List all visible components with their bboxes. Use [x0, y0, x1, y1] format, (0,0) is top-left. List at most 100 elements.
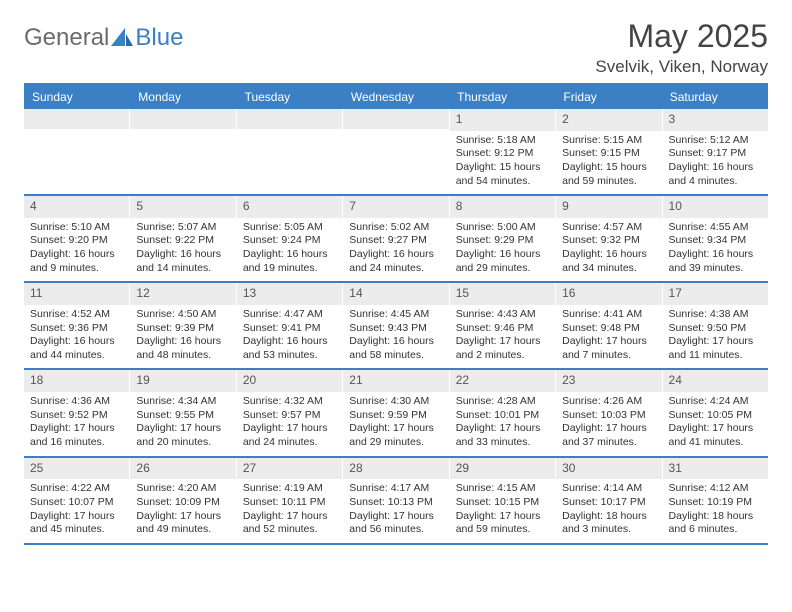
day-body: Sunrise: 4:36 AMSunset: 9:52 PMDaylight:… — [24, 392, 129, 456]
day-line: and 7 minutes. — [562, 349, 655, 363]
day-body: Sunrise: 4:12 AMSunset: 10:19 PMDaylight… — [663, 479, 768, 543]
day-number: 9 — [556, 196, 661, 218]
day-line: Daylight: 17 hours — [349, 422, 442, 436]
day-body: Sunrise: 4:52 AMSunset: 9:36 PMDaylight:… — [24, 305, 129, 369]
day-line: and 33 minutes. — [456, 436, 549, 450]
weekday-row: Sunday Monday Tuesday Wednesday Thursday… — [24, 85, 768, 109]
calendar-day: 14Sunrise: 4:45 AMSunset: 9:43 PMDayligh… — [343, 283, 449, 368]
day-number: 7 — [343, 196, 448, 218]
day-line: Sunrise: 4:43 AM — [456, 308, 549, 322]
day-line: and 53 minutes. — [243, 349, 336, 363]
day-body: Sunrise: 4:26 AMSunset: 10:03 PMDaylight… — [556, 392, 661, 456]
day-line: Sunset: 10:09 PM — [136, 496, 229, 510]
calendar-week: 4Sunrise: 5:10 AMSunset: 9:20 PMDaylight… — [24, 196, 768, 283]
day-line: Daylight: 17 hours — [562, 422, 655, 436]
day-line: Daylight: 16 hours — [30, 248, 123, 262]
calendar-day: 5Sunrise: 5:07 AMSunset: 9:22 PMDaylight… — [130, 196, 236, 281]
day-body: Sunrise: 4:47 AMSunset: 9:41 PMDaylight:… — [237, 305, 342, 369]
calendar-day: 7Sunrise: 5:02 AMSunset: 9:27 PMDaylight… — [343, 196, 449, 281]
day-line: Sunset: 9:27 PM — [349, 234, 442, 248]
day-line: Sunset: 10:03 PM — [562, 409, 655, 423]
day-line: Sunrise: 4:52 AM — [30, 308, 123, 322]
day-line: Sunset: 9:32 PM — [562, 234, 655, 248]
day-number: 5 — [130, 196, 235, 218]
calendar-day: 24Sunrise: 4:24 AMSunset: 10:05 PMDaylig… — [663, 370, 768, 455]
day-line: Sunrise: 4:47 AM — [243, 308, 336, 322]
calendar-day — [237, 109, 343, 194]
day-number: 27 — [237, 458, 342, 480]
day-number: 21 — [343, 370, 448, 392]
logo-text-main: General — [24, 24, 109, 52]
calendar-day: 16Sunrise: 4:41 AMSunset: 9:48 PMDayligh… — [556, 283, 662, 368]
day-line: and 16 minutes. — [30, 436, 123, 450]
day-number: 6 — [237, 196, 342, 218]
calendar-day: 26Sunrise: 4:20 AMSunset: 10:09 PMDaylig… — [130, 458, 236, 543]
day-line: Sunset: 10:17 PM — [562, 496, 655, 510]
day-number — [130, 109, 235, 129]
day-line: Sunset: 9:46 PM — [456, 322, 549, 336]
calendar-day: 3Sunrise: 5:12 AMSunset: 9:17 PMDaylight… — [663, 109, 768, 194]
day-line: Sunset: 10:13 PM — [349, 496, 442, 510]
day-body: Sunrise: 4:19 AMSunset: 10:11 PMDaylight… — [237, 479, 342, 543]
weekday-wednesday: Wednesday — [343, 85, 449, 109]
day-body: Sunrise: 5:00 AMSunset: 9:29 PMDaylight:… — [450, 218, 555, 282]
day-line: Daylight: 17 hours — [669, 335, 762, 349]
calendar-day: 25Sunrise: 4:22 AMSunset: 10:07 PMDaylig… — [24, 458, 130, 543]
day-line: Sunrise: 4:22 AM — [30, 482, 123, 496]
day-line: Sunrise: 5:15 AM — [562, 134, 655, 148]
day-line: Daylight: 17 hours — [136, 510, 229, 524]
calendar-day — [24, 109, 130, 194]
day-body: Sunrise: 5:07 AMSunset: 9:22 PMDaylight:… — [130, 218, 235, 282]
day-line: Sunrise: 5:12 AM — [669, 134, 762, 148]
day-line: Daylight: 16 hours — [349, 248, 442, 262]
day-line: and 54 minutes. — [456, 175, 549, 189]
day-number: 20 — [237, 370, 342, 392]
day-body: Sunrise: 5:15 AMSunset: 9:15 PMDaylight:… — [556, 131, 661, 195]
calendar-day — [130, 109, 236, 194]
day-body: Sunrise: 5:10 AMSunset: 9:20 PMDaylight:… — [24, 218, 129, 282]
title-block: May 2025 Svelvik, Viken, Norway — [595, 18, 768, 77]
weekday-thursday: Thursday — [449, 85, 555, 109]
day-number: 29 — [450, 458, 555, 480]
day-body: Sunrise: 4:45 AMSunset: 9:43 PMDaylight:… — [343, 305, 448, 369]
day-line: Daylight: 16 hours — [456, 248, 549, 262]
day-line: and 59 minutes. — [456, 523, 549, 537]
day-line: and 2 minutes. — [456, 349, 549, 363]
day-line: Sunset: 9:48 PM — [562, 322, 655, 336]
day-number: 18 — [24, 370, 129, 392]
day-body: Sunrise: 4:43 AMSunset: 9:46 PMDaylight:… — [450, 305, 555, 369]
logo-sail-icon — [111, 28, 133, 48]
day-line: Sunrise: 4:14 AM — [562, 482, 655, 496]
day-line: and 14 minutes. — [136, 262, 229, 276]
day-body: Sunrise: 4:28 AMSunset: 10:01 PMDaylight… — [450, 392, 555, 456]
day-line: Daylight: 17 hours — [456, 422, 549, 436]
calendar-day: 6Sunrise: 5:05 AMSunset: 9:24 PMDaylight… — [237, 196, 343, 281]
day-line: and 49 minutes. — [136, 523, 229, 537]
day-line: Sunrise: 4:45 AM — [349, 308, 442, 322]
day-number: 4 — [24, 196, 129, 218]
day-line: Sunrise: 4:20 AM — [136, 482, 229, 496]
day-line: and 6 minutes. — [669, 523, 762, 537]
day-line: Sunrise: 5:07 AM — [136, 221, 229, 235]
calendar-day: 9Sunrise: 4:57 AMSunset: 9:32 PMDaylight… — [556, 196, 662, 281]
day-line: and 59 minutes. — [562, 175, 655, 189]
month-title: May 2025 — [595, 18, 768, 55]
day-body: Sunrise: 4:14 AMSunset: 10:17 PMDaylight… — [556, 479, 661, 543]
day-number: 25 — [24, 458, 129, 480]
day-number — [237, 109, 342, 129]
header: General Blue May 2025 Svelvik, Viken, No… — [24, 18, 768, 77]
day-line: Sunset: 9:39 PM — [136, 322, 229, 336]
day-line: Sunrise: 4:55 AM — [669, 221, 762, 235]
day-line: Daylight: 17 hours — [30, 510, 123, 524]
day-body: Sunrise: 4:15 AMSunset: 10:15 PMDaylight… — [450, 479, 555, 543]
day-line: Sunset: 9:34 PM — [669, 234, 762, 248]
day-line: and 19 minutes. — [243, 262, 336, 276]
day-line: Sunset: 9:20 PM — [30, 234, 123, 248]
day-number: 2 — [556, 109, 661, 131]
day-number: 24 — [663, 370, 768, 392]
day-line: Sunset: 9:24 PM — [243, 234, 336, 248]
weekday-saturday: Saturday — [662, 85, 768, 109]
day-body: Sunrise: 5:02 AMSunset: 9:27 PMDaylight:… — [343, 218, 448, 282]
day-line: Daylight: 16 hours — [243, 335, 336, 349]
day-body: Sunrise: 4:50 AMSunset: 9:39 PMDaylight:… — [130, 305, 235, 369]
